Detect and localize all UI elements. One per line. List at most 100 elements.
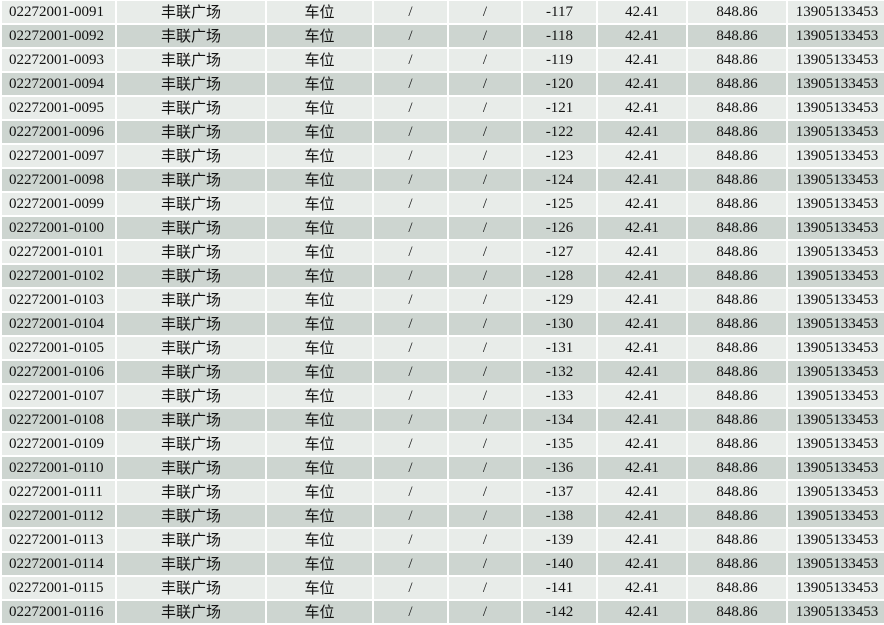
col4-cell: / bbox=[372, 455, 449, 481]
price-cell: 848.86 bbox=[686, 479, 788, 505]
phone-cell: 13905133453 bbox=[786, 455, 884, 481]
phone-cell: 13905133453 bbox=[786, 575, 884, 601]
property-type-cell: 车位 bbox=[265, 551, 374, 577]
unit-code-cell: 02272001-0114 bbox=[0, 551, 117, 577]
table-row: 02272001-0112 丰联广场 车位 / / -138 42.41 848.86 1390… bbox=[0, 503, 884, 529]
col5-cell: / bbox=[447, 407, 523, 433]
project-name-cell: 丰联广场 bbox=[115, 551, 267, 577]
project-name-cell: 丰联广场 bbox=[115, 431, 267, 457]
area-cell: 42.41 bbox=[596, 335, 688, 361]
col4-cell: / bbox=[372, 71, 449, 97]
property-type-cell: 车位 bbox=[265, 239, 374, 265]
project-name-cell: 丰联广场 bbox=[115, 215, 267, 241]
col4-cell: / bbox=[372, 527, 449, 553]
phone-cell: 13905133453 bbox=[786, 23, 884, 49]
price-cell: 848.86 bbox=[686, 527, 788, 553]
property-type-cell: 车位 bbox=[265, 287, 374, 313]
table-row: 02272001-0100 丰联广场 车位 / / -126 42.41 848.86 1390… bbox=[0, 215, 884, 241]
property-type-cell: 车位 bbox=[265, 455, 374, 481]
phone-cell: 13905133453 bbox=[786, 311, 884, 337]
table-row: 02272001-0105 丰联广场 车位 / / -131 42.41 848.86 1390… bbox=[0, 335, 884, 361]
table-row: 02272001-0094 丰联广场 车位 / / -120 42.41 848.86 1390… bbox=[0, 71, 884, 97]
price-cell: 848.86 bbox=[686, 23, 788, 49]
property-type-cell: 车位 bbox=[265, 215, 374, 241]
area-cell: 42.41 bbox=[596, 407, 688, 433]
phone-cell: 13905133453 bbox=[786, 95, 884, 121]
price-cell: 848.86 bbox=[686, 119, 788, 145]
col5-cell: / bbox=[447, 551, 523, 577]
phone-cell: 13905133453 bbox=[786, 119, 884, 145]
floor-cell: -127 bbox=[521, 239, 598, 265]
unit-code-cell: 02272001-0107 bbox=[0, 383, 117, 409]
area-cell: 42.41 bbox=[596, 575, 688, 601]
property-type-cell: 车位 bbox=[265, 503, 374, 529]
unit-code-cell: 02272001-0112 bbox=[0, 503, 117, 529]
floor-cell: -135 bbox=[521, 431, 598, 457]
floor-cell: -122 bbox=[521, 119, 598, 145]
property-type-cell: 车位 bbox=[265, 431, 374, 457]
property-type-cell: 车位 bbox=[265, 599, 374, 625]
floor-cell: -120 bbox=[521, 71, 598, 97]
area-cell: 42.41 bbox=[596, 71, 688, 97]
area-cell: 42.41 bbox=[596, 431, 688, 457]
area-cell: 42.41 bbox=[596, 287, 688, 313]
price-cell: 848.86 bbox=[686, 167, 788, 193]
unit-code-cell: 02272001-0108 bbox=[0, 407, 117, 433]
table-row: 02272001-0104 丰联广场 车位 / / -130 42.41 848.86 1390… bbox=[0, 311, 884, 337]
area-cell: 42.41 bbox=[596, 95, 688, 121]
phone-cell: 13905133453 bbox=[786, 335, 884, 361]
area-cell: 42.41 bbox=[596, 599, 688, 625]
floor-cell: -124 bbox=[521, 167, 598, 193]
floor-cell: -142 bbox=[521, 599, 598, 625]
project-name-cell: 丰联广场 bbox=[115, 263, 267, 289]
property-type-cell: 车位 bbox=[265, 263, 374, 289]
col4-cell: / bbox=[372, 119, 449, 145]
table-row: 02272001-0116 丰联广场 车位 / / -142 42.41 848.86 1390… bbox=[0, 599, 884, 625]
area-cell: 42.41 bbox=[596, 23, 688, 49]
area-cell: 42.41 bbox=[596, 455, 688, 481]
property-type-cell: 车位 bbox=[265, 359, 374, 385]
project-name-cell: 丰联广场 bbox=[115, 239, 267, 265]
floor-cell: -138 bbox=[521, 503, 598, 529]
price-cell: 848.86 bbox=[686, 191, 788, 217]
phone-cell: 13905133453 bbox=[786, 503, 884, 529]
project-name-cell: 丰联广场 bbox=[115, 23, 267, 49]
price-cell: 848.86 bbox=[686, 455, 788, 481]
unit-code-cell: 02272001-0109 bbox=[0, 431, 117, 457]
col5-cell: / bbox=[447, 167, 523, 193]
col4-cell: / bbox=[372, 359, 449, 385]
floor-cell: -117 bbox=[521, 0, 598, 25]
price-cell: 848.86 bbox=[686, 407, 788, 433]
project-name-cell: 丰联广场 bbox=[115, 407, 267, 433]
floor-cell: -137 bbox=[521, 479, 598, 505]
area-cell: 42.41 bbox=[596, 551, 688, 577]
table-row: 02272001-0110 丰联广场 车位 / / -136 42.41 848.86 1390… bbox=[0, 455, 884, 481]
price-cell: 848.86 bbox=[686, 239, 788, 265]
project-name-cell: 丰联广场 bbox=[115, 311, 267, 337]
col4-cell: / bbox=[372, 143, 449, 169]
col4-cell: / bbox=[372, 263, 449, 289]
area-cell: 42.41 bbox=[596, 215, 688, 241]
floor-cell: -141 bbox=[521, 575, 598, 601]
phone-cell: 13905133453 bbox=[786, 167, 884, 193]
col4-cell: / bbox=[372, 47, 449, 73]
price-cell: 848.86 bbox=[686, 383, 788, 409]
unit-code-cell: 02272001-0106 bbox=[0, 359, 117, 385]
table-row: 02272001-0092 丰联广场 车位 / / -118 42.41 848.86 1390… bbox=[0, 23, 884, 49]
unit-code-cell: 02272001-0095 bbox=[0, 95, 117, 121]
unit-code-cell: 02272001-0100 bbox=[0, 215, 117, 241]
col5-cell: / bbox=[447, 191, 523, 217]
phone-cell: 13905133453 bbox=[786, 71, 884, 97]
project-name-cell: 丰联广场 bbox=[115, 599, 267, 625]
unit-code-cell: 02272001-0102 bbox=[0, 263, 117, 289]
floor-cell: -119 bbox=[521, 47, 598, 73]
table-row: 02272001-0097 丰联广场 车位 / / -123 42.41 848.86 1390… bbox=[0, 143, 884, 169]
col5-cell: / bbox=[447, 263, 523, 289]
phone-cell: 13905133453 bbox=[786, 599, 884, 625]
col5-cell: / bbox=[447, 23, 523, 49]
project-name-cell: 丰联广场 bbox=[115, 383, 267, 409]
unit-code-cell: 02272001-0105 bbox=[0, 335, 117, 361]
property-type-cell: 车位 bbox=[265, 407, 374, 433]
table-row: 02272001-0107 丰联广场 车位 / / -133 42.41 848.86 1390… bbox=[0, 383, 884, 409]
